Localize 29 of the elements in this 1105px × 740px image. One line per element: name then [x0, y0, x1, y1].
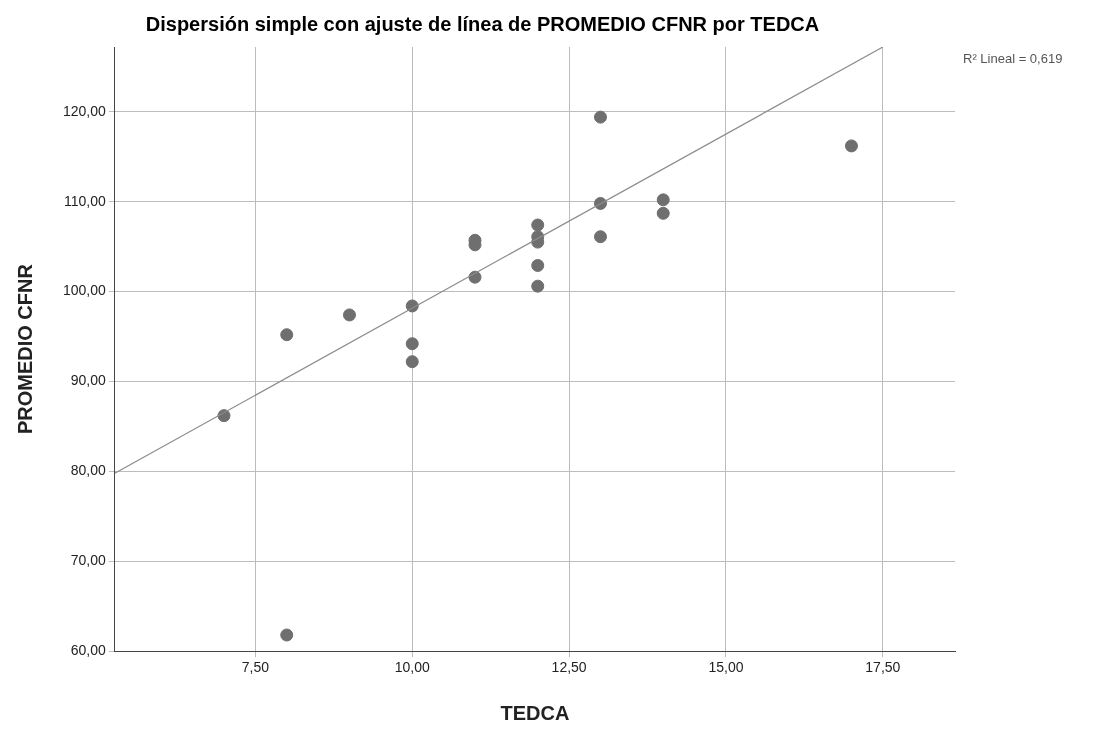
point: [656, 193, 670, 207]
y-tick-label: 120,00: [62, 102, 107, 119]
point: [593, 230, 607, 244]
point: [593, 110, 607, 124]
point: [531, 279, 545, 293]
y-tick-label: 70,00: [70, 552, 107, 569]
y-tick-label: 100,00: [62, 282, 107, 299]
x-tick-label: 15,00: [708, 659, 744, 676]
point: [405, 337, 419, 351]
point: [844, 139, 858, 153]
y-tick-label: 60,00: [70, 642, 107, 659]
point: [531, 258, 545, 272]
point: [280, 628, 294, 642]
y-axis-title: PROMEDIO CFNR: [13, 263, 36, 435]
x-tick-label: 12,50: [551, 659, 587, 676]
x-axis-title: TEDCA: [500, 701, 570, 724]
x-tick-label: 17,50: [865, 659, 901, 676]
point: [656, 206, 670, 220]
point: [280, 328, 294, 342]
chart-title: Dispersión simple con ajuste de línea de PROMEDIO CFNR por TEDCA: [145, 12, 820, 35]
y-tick-label: 90,00: [70, 372, 107, 389]
y-tick-label: 110,00: [64, 192, 107, 209]
text: R² Lineal = 0,619: [963, 51, 1063, 67]
point: [531, 218, 545, 232]
point: [342, 308, 356, 322]
point: [405, 355, 419, 369]
x-tick-label: 10,00: [394, 659, 430, 676]
x-tick-label: 7,50: [241, 659, 270, 676]
y-tick-label: 80,00: [70, 462, 107, 479]
